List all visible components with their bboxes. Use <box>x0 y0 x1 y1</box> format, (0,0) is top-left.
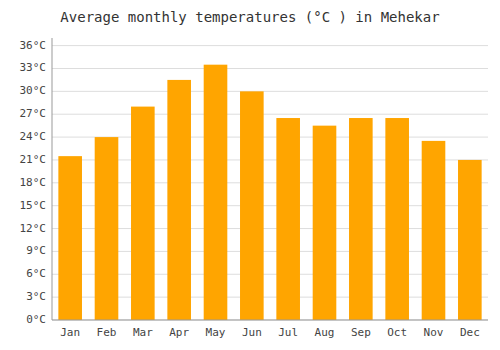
x-tick-label: May <box>206 326 226 339</box>
chart: 0°C 3°C 6°C 9°C 12°C 15°C 18°C 21°C 24°C 27°C 30°C… <box>0 0 500 350</box>
bar <box>131 107 155 320</box>
grid-line <box>52 91 488 92</box>
bar <box>276 118 300 320</box>
x-axis-line <box>52 320 488 321</box>
x-tick-label: Feb <box>97 326 117 339</box>
chart-container: 0°C 3°C 6°C 9°C 12°C 15°C 18°C 21°C 24°C 27°C 30°C… <box>0 0 500 350</box>
x-tick-label: Dec <box>460 326 480 339</box>
y-axis-line <box>52 38 53 320</box>
y-tick-label: 9°C <box>26 244 46 257</box>
bar <box>204 65 228 320</box>
bar <box>422 141 446 320</box>
y-tick-label: 3°C <box>26 290 46 303</box>
x-tick-label: Sep <box>351 326 371 339</box>
x-axis: Jan Feb Mar Apr May Jun Jul Aug Sep Oct Nov Dec <box>52 320 488 339</box>
y-tick-label: 30°C <box>20 84 47 97</box>
grid-line <box>52 45 488 46</box>
x-tick-label: Apr <box>169 326 189 339</box>
y-tick-label: 18°C <box>20 176 47 189</box>
y-axis: 0°C 3°C 6°C 9°C 12°C 15°C 18°C 21°C 24°C 27°C 30°C… <box>20 38 53 326</box>
bar <box>349 118 373 320</box>
x-tick-label: Jul <box>278 326 298 339</box>
x-tick-label: Jun <box>242 326 262 339</box>
bar <box>58 156 82 320</box>
y-tick-label: 24°C <box>20 130 47 143</box>
bar <box>240 91 264 320</box>
bar <box>167 80 191 320</box>
y-tick-label: 21°C <box>20 153 47 166</box>
grid <box>52 46 488 320</box>
grid-line <box>52 68 488 69</box>
y-tick-label: 0°C <box>26 313 46 326</box>
bars <box>58 65 481 320</box>
y-tick-label: 12°C <box>20 222 47 235</box>
x-tick-label: Nov <box>424 326 444 339</box>
bar <box>313 126 337 320</box>
y-tick-label: 15°C <box>20 199 47 212</box>
bar <box>385 118 409 320</box>
y-tick-label: 6°C <box>26 267 46 280</box>
y-tick-label: 36°C <box>20 39 47 52</box>
grid-line <box>52 114 488 115</box>
y-tick-label: 27°C <box>20 107 47 120</box>
x-tick-label: Mar <box>133 326 153 339</box>
title: Average monthly temperatures (°C ) in Me… <box>60 9 439 25</box>
y-tick-label: 33°C <box>20 61 47 74</box>
x-tick-label: Aug <box>315 326 335 339</box>
grid-line <box>52 320 488 321</box>
x-tick-label: Jan <box>60 326 80 339</box>
bar <box>458 160 482 320</box>
x-tick-label: Oct <box>387 326 407 339</box>
bar <box>95 137 119 320</box>
